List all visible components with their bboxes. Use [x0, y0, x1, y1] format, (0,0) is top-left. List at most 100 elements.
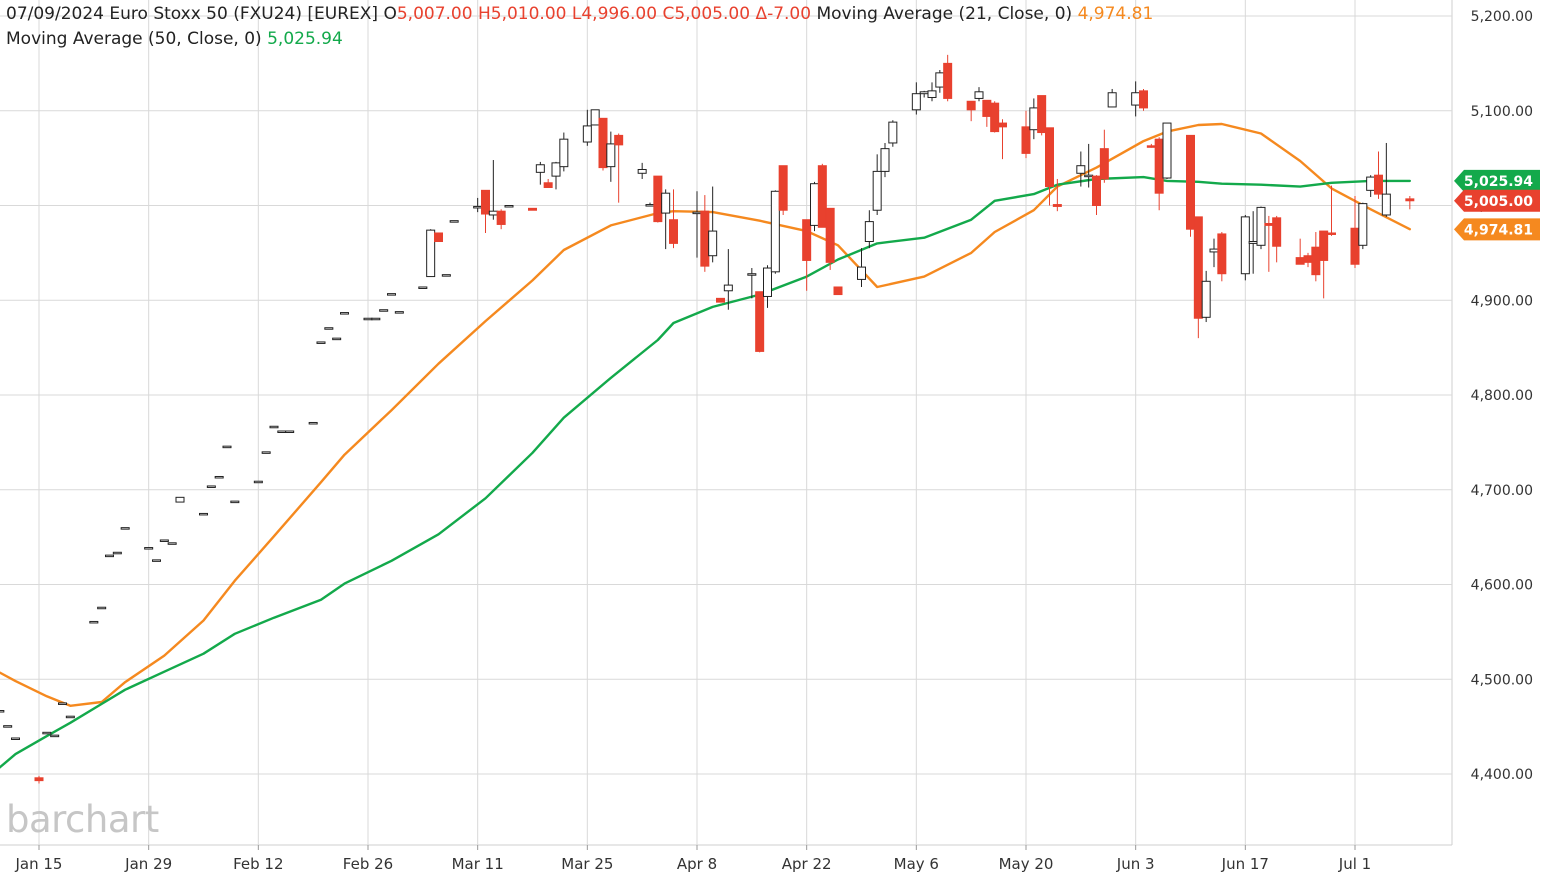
- candle-body: [1021, 126, 1031, 154]
- candle: [1272, 215, 1282, 263]
- candle-body: [1146, 145, 1156, 148]
- grid-lines: [0, 0, 1453, 846]
- x-tick-label: Feb 26: [343, 855, 393, 873]
- candle: [723, 249, 733, 310]
- header-high: 5,010.00: [490, 4, 567, 24]
- candle-body: [11, 737, 20, 740]
- candle-body: [551, 162, 561, 177]
- candle-body: [708, 230, 718, 257]
- candle-body: [152, 559, 161, 562]
- candle-body: [943, 62, 953, 99]
- candle-body: [582, 125, 592, 143]
- candle-body: [606, 143, 616, 168]
- candle-body: [332, 337, 342, 341]
- candle-body: [340, 312, 349, 315]
- candle-body: [935, 72, 945, 88]
- candle: [966, 100, 976, 122]
- candle: [919, 90, 929, 98]
- candle: [911, 82, 921, 115]
- candle-body: [833, 286, 843, 296]
- price-badge-shape: [1454, 189, 1540, 212]
- candle: [927, 82, 937, 102]
- candle: [1240, 214, 1250, 281]
- candle: [982, 99, 992, 127]
- candle-body: [230, 500, 240, 504]
- candle-body: [1099, 148, 1109, 180]
- candle-body: [214, 475, 224, 479]
- candle-body: [888, 121, 898, 144]
- candle-body: [1084, 174, 1094, 178]
- candle: [1186, 134, 1195, 237]
- price-badge-shape: [1454, 218, 1540, 241]
- x-tick-label: Jan 15: [15, 855, 63, 873]
- candle-body: [1162, 122, 1172, 179]
- header-instrument: Euro Stoxx 50 (FXU24) [EUREX]: [109, 4, 379, 24]
- price-badge: 4,974.81: [1454, 218, 1540, 241]
- candle: [1295, 238, 1305, 265]
- candle: [0, 710, 5, 713]
- candle: [199, 512, 208, 516]
- candle: [387, 293, 396, 296]
- candle-body: [974, 91, 984, 99]
- header-low: 4,996.00: [581, 4, 658, 24]
- y-tick-label: 4,500.00: [1471, 672, 1533, 688]
- candle-body: [496, 210, 506, 225]
- candle: [144, 547, 154, 550]
- candle: [230, 500, 240, 504]
- candle: [755, 291, 765, 353]
- candle-body: [1319, 230, 1329, 261]
- candle: [582, 109, 592, 146]
- candle-body: [1405, 198, 1415, 202]
- candle-body: [1131, 92, 1141, 106]
- y-tick-label: 4,900.00: [1471, 293, 1533, 309]
- candlesticks: [0, 54, 1415, 784]
- price-badge-label: 5,005.00: [1464, 194, 1533, 210]
- x-tick-label: Jan 29: [124, 855, 172, 873]
- candle-body: [857, 266, 866, 280]
- candle-body: [763, 267, 772, 297]
- candle-body: [1256, 206, 1266, 246]
- candle: [418, 286, 428, 289]
- header-open-label: O: [383, 4, 397, 24]
- candle: [1405, 196, 1415, 210]
- candle: [1076, 151, 1086, 187]
- candle: [1154, 137, 1164, 211]
- candle: [1217, 232, 1227, 282]
- candle: [316, 341, 326, 344]
- candle: [253, 480, 263, 484]
- candle-body: [426, 229, 436, 278]
- candle: [1092, 175, 1101, 215]
- candle-body: [1240, 216, 1250, 275]
- candle-body: [1052, 204, 1062, 207]
- header-low-label: L: [571, 4, 582, 24]
- price-badge: 5,005.00: [1454, 189, 1540, 212]
- candle: [1256, 206, 1266, 250]
- candle-body: [159, 539, 169, 542]
- candle-body: [222, 445, 232, 449]
- candle-body: [1045, 127, 1054, 188]
- candle-body: [394, 311, 404, 314]
- candle: [441, 274, 451, 277]
- candle-body: [1107, 92, 1117, 108]
- candle-body: [590, 109, 600, 126]
- candle-body: [982, 99, 992, 117]
- x-tick-label: Mar 11: [452, 855, 504, 873]
- candle: [1099, 129, 1109, 183]
- candle: [1374, 151, 1383, 199]
- candle-body: [802, 219, 812, 261]
- price-badges: 5,025.94 5,005.00 4,974.81: [1454, 169, 1540, 241]
- header-ma50-value: 5,025.94: [267, 29, 343, 49]
- y-axis: 4,400.00 4,500.00 4,600.00 4,700.00 4,800.00…: [1471, 9, 1533, 783]
- y-tick-label: 4,400.00: [1471, 767, 1533, 783]
- candle-body: [3, 725, 13, 728]
- candle: [496, 209, 506, 230]
- candle-body: [1248, 241, 1258, 244]
- candle: [206, 485, 216, 488]
- header-ma50-label: Moving Average (50, Close, 0): [6, 29, 262, 49]
- candle: [716, 297, 725, 303]
- candle: [269, 425, 279, 429]
- x-tick-label: Apr 22: [782, 855, 832, 873]
- x-tick-label: Mar 25: [561, 855, 613, 873]
- candle-body: [42, 731, 52, 735]
